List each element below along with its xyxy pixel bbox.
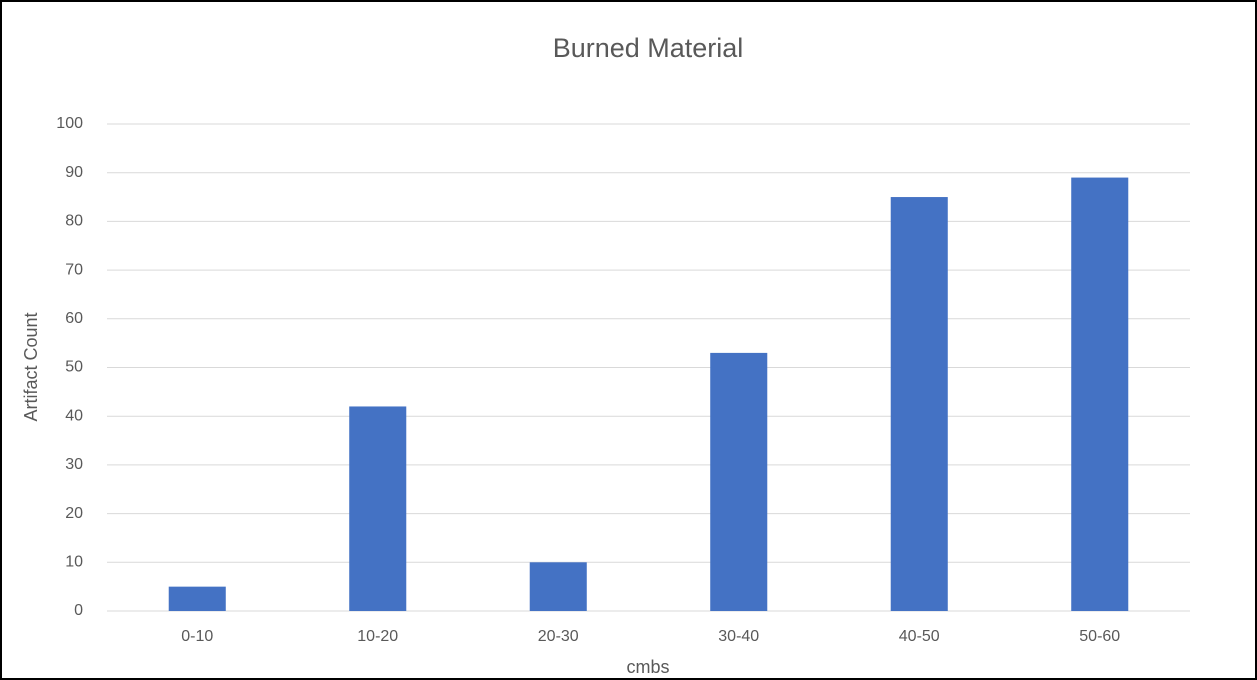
x-axis-label: cmbs (626, 657, 669, 677)
x-tick-label: 20-30 (538, 628, 579, 645)
x-tick-label: 50-60 (1079, 628, 1120, 645)
bar (349, 406, 407, 611)
y-tick-label: 20 (65, 505, 83, 522)
x-tick-label: 0-10 (181, 628, 213, 645)
y-tick-label: 80 (65, 213, 83, 230)
y-axis-label: Artifact Count (21, 312, 41, 421)
y-tick-label: 10 (65, 554, 83, 571)
y-tick-label: 30 (65, 456, 83, 473)
bar (529, 562, 587, 611)
y-tick-label: 60 (65, 310, 83, 327)
x-tick-label: 10-20 (357, 628, 398, 645)
y-tick-label: 0 (74, 602, 83, 619)
y-tick-label: 70 (65, 261, 83, 278)
bar (710, 352, 768, 611)
y-tick-label: 90 (65, 164, 83, 181)
x-tick-label: 30-40 (718, 628, 759, 645)
y-tick-label: 40 (65, 407, 83, 424)
bar (168, 586, 226, 611)
y-tick-label: 100 (56, 115, 83, 132)
x-tick-label: 40-50 (899, 628, 940, 645)
bar (1071, 177, 1129, 611)
chart-title: Burned Material (553, 33, 744, 63)
y-tick-label: 50 (65, 359, 83, 376)
bar (890, 197, 948, 612)
